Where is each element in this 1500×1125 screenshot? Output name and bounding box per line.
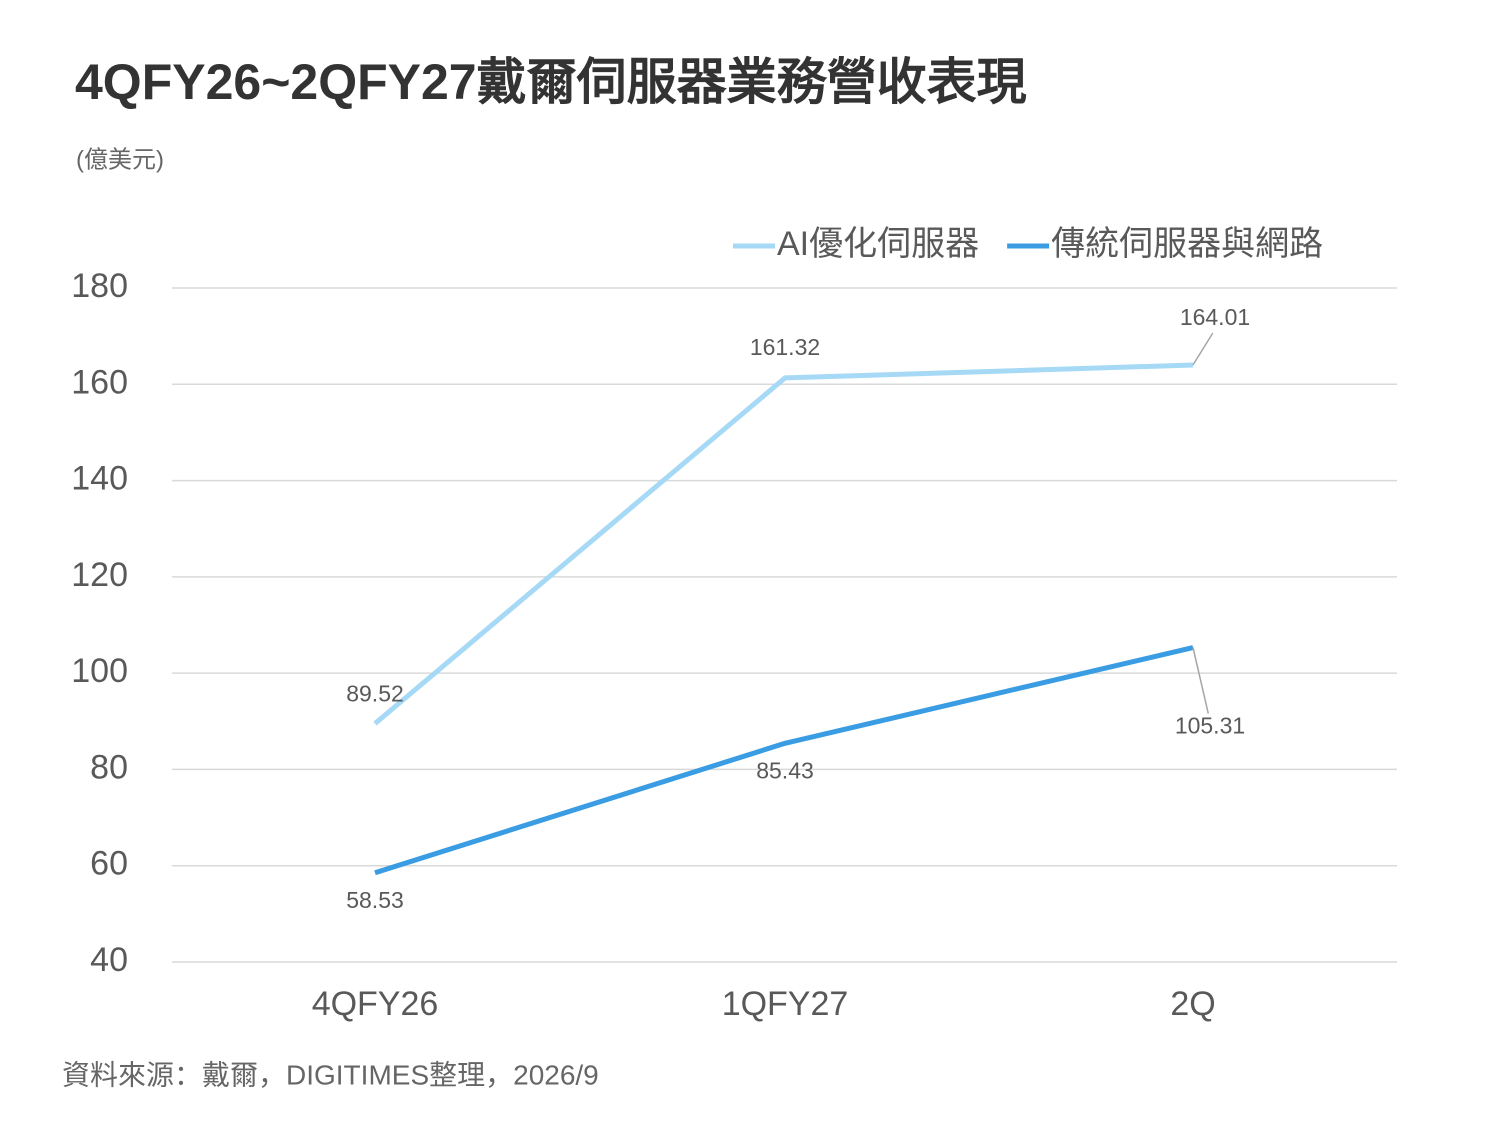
data-label: 58.53 <box>346 887 404 913</box>
chart-title: 4QFY26~2QFY27戴爾伺服器業務營收表現 <box>75 54 1027 110</box>
legend-label: 傳統伺服器與網路 <box>1051 225 1323 263</box>
leader-line <box>1192 647 1210 714</box>
source-note: 資料來源：戴爾，DIGITIMES整理，2026/9 <box>62 1059 599 1090</box>
series-line <box>373 362 1194 726</box>
series-line <box>374 645 1194 876</box>
x-tick-label: 4QFY26 <box>312 985 439 1023</box>
data-label: 161.32 <box>750 334 820 360</box>
legend-label: AI優化伺服器 <box>777 225 979 263</box>
y-tick-label: 40 <box>90 941 128 979</box>
y-tick-label: 120 <box>71 556 128 594</box>
x-tick-label: 1QFY27 <box>722 985 849 1023</box>
data-label: 85.43 <box>756 757 814 783</box>
y-tick-label: 180 <box>71 267 128 305</box>
unit-label: (億美元) <box>76 146 164 173</box>
y-tick-label: 160 <box>71 363 128 401</box>
y-tick-label: 60 <box>90 845 128 883</box>
y-tick-label: 80 <box>90 748 128 786</box>
data-label: 105.31 <box>1175 713 1245 739</box>
y-tick-label: 100 <box>71 652 128 690</box>
data-label: 89.52 <box>346 681 404 707</box>
data-label: 164.01 <box>1180 304 1250 330</box>
x-tick-label: 2Q <box>1170 985 1215 1023</box>
y-tick-label: 140 <box>71 460 128 498</box>
leader-line <box>1192 332 1214 366</box>
